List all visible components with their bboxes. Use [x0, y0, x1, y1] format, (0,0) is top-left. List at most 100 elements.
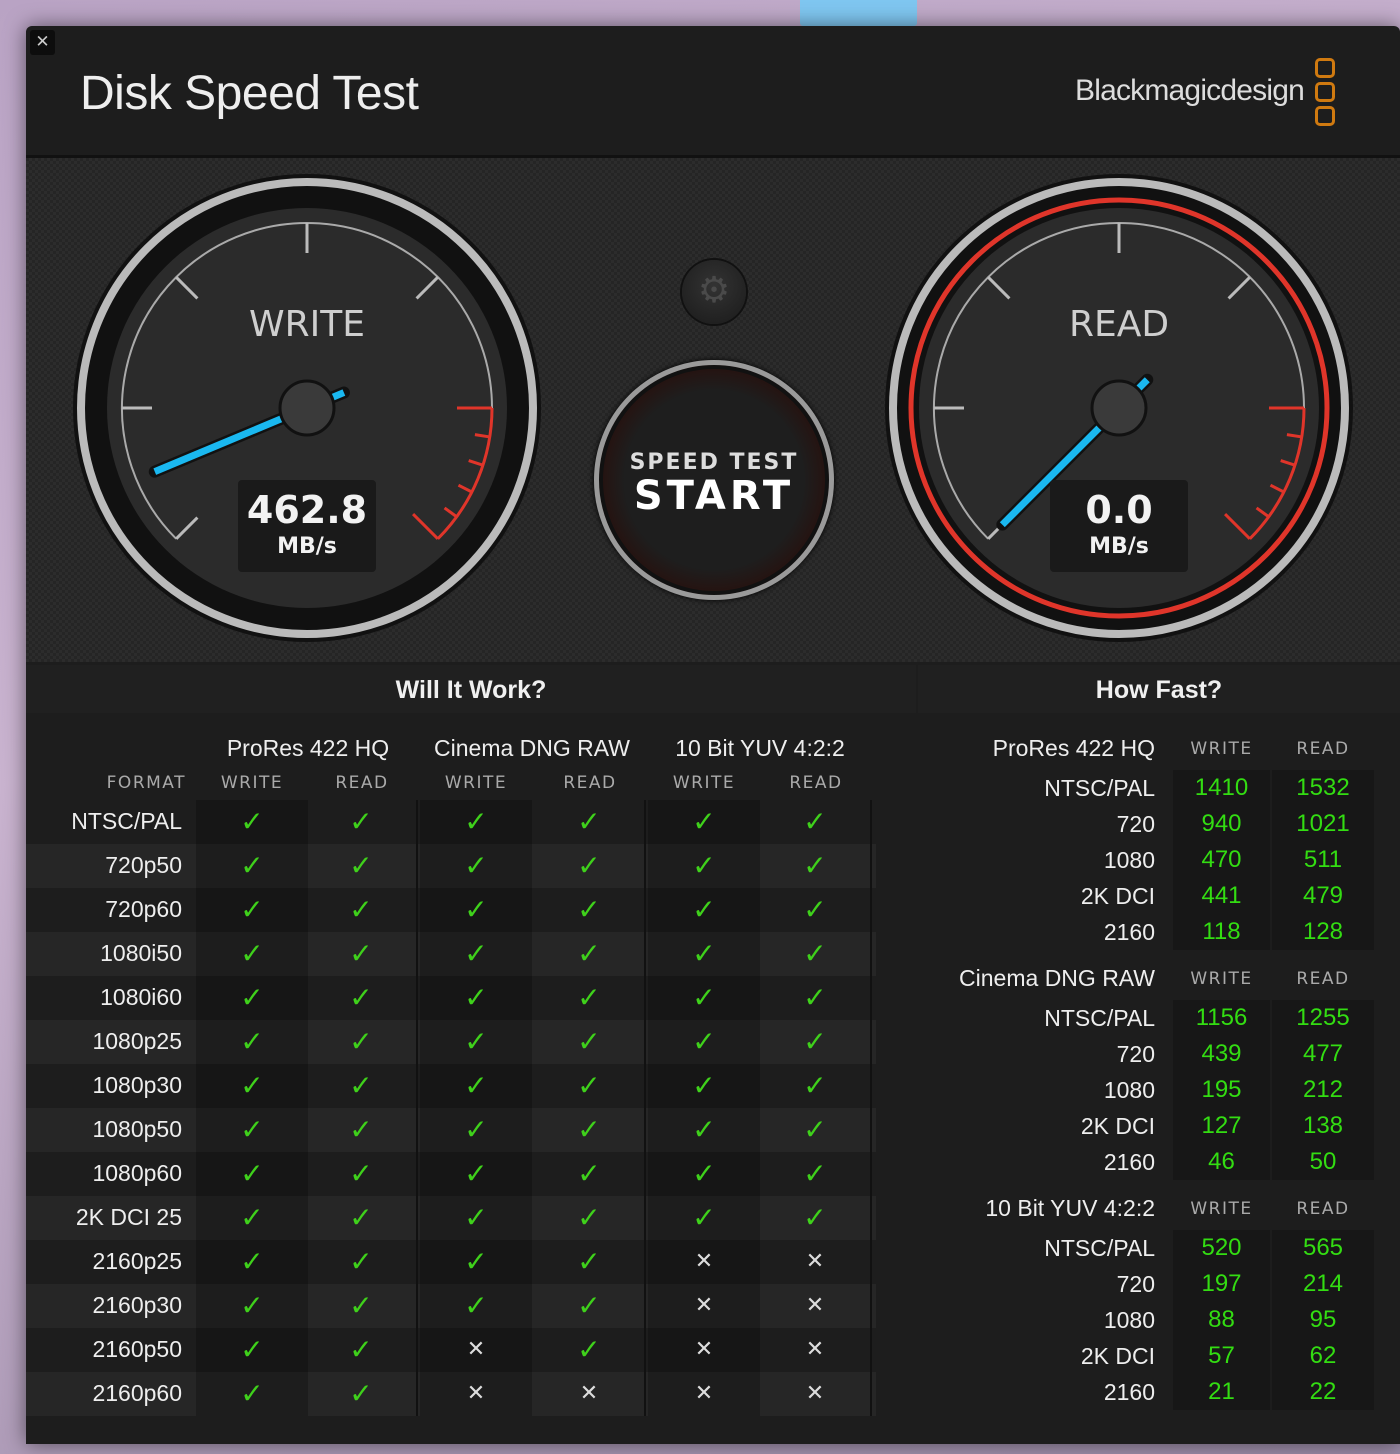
gauge-major-tick — [412, 513, 439, 540]
table-row: 2160 118 128 — [918, 914, 1400, 950]
read-speed: 565 — [1272, 1230, 1374, 1266]
check-icon: ✓ — [306, 932, 418, 976]
write-speed: 195 — [1173, 1072, 1270, 1108]
table-row: 2K DCI 441 479 — [918, 878, 1400, 914]
codec-header: 10 Bit YUV 4:2:2 — [675, 735, 845, 761]
how-fast-panel: How Fast? ProRes 422 HQ WRITE READ NTSC/PAL… — [918, 665, 1400, 1444]
read-header: READ — [1296, 1199, 1350, 1219]
check-icon: ✓ — [534, 976, 646, 1020]
column-header: READ — [335, 773, 389, 793]
read-speed: 477 — [1272, 1036, 1374, 1072]
check-icon: ✓ — [420, 1064, 532, 1108]
disk-speed-test-window: ✕ Disk Speed Test Blackmagicdesign WRITE… — [26, 26, 1400, 1444]
settings-button[interactable]: ⚙ — [682, 260, 746, 324]
gauge-minor-tick — [457, 483, 473, 494]
format-label: 2160p60 — [92, 1380, 182, 1406]
cross-icon: ✕ — [760, 1240, 872, 1284]
column-header: WRITE — [220, 773, 284, 793]
table-row: 2K DCI 57 62 — [918, 1338, 1400, 1374]
check-icon: ✓ — [534, 1284, 646, 1328]
check-icon: ✓ — [760, 1196, 872, 1240]
format-label: 720p50 — [105, 852, 182, 878]
check-icon: ✓ — [306, 1372, 418, 1416]
write-gauge — [73, 174, 541, 642]
check-icon: ✓ — [420, 800, 532, 844]
table-row: 1080 195 212 — [918, 1072, 1400, 1108]
check-icon: ✓ — [306, 844, 418, 888]
table-row: NTSC/PAL 520 565 — [918, 1230, 1400, 1266]
format-label: 2160p25 — [92, 1248, 182, 1274]
read-speed: 62 — [1272, 1338, 1374, 1374]
check-icon: ✓ — [534, 1108, 646, 1152]
check-icon: ✓ — [648, 1196, 760, 1240]
table-row: NTSC/PAL ✓ ✓ ✓ ✓ ✓ ✓ — [26, 800, 876, 844]
check-icon: ✓ — [648, 1108, 760, 1152]
gauge-minor-tick — [474, 433, 490, 439]
check-icon: ✓ — [648, 888, 760, 932]
desktop-folder — [800, 0, 917, 26]
check-icon: ✓ — [420, 976, 532, 1020]
check-icon: ✓ — [534, 800, 646, 844]
table-row: 1080 88 95 — [918, 1302, 1400, 1338]
read-speed: 138 — [1272, 1108, 1374, 1144]
table-row: 720p50 ✓ ✓ ✓ ✓ ✓ ✓ — [26, 844, 876, 888]
brand-name: Blackmagicdesign — [1075, 74, 1305, 107]
format-label: NTSC/PAL — [1044, 775, 1155, 801]
gauge-scale-arc — [121, 222, 493, 540]
start-button[interactable]: SPEED TEST START — [594, 360, 834, 600]
check-icon: ✓ — [420, 1284, 532, 1328]
cross-icon: ✕ — [760, 1328, 872, 1372]
close-button[interactable]: ✕ — [30, 30, 55, 55]
format-label: 1080p50 — [92, 1116, 182, 1142]
write-speed: 441 — [1173, 878, 1270, 914]
table-row: 1080p50 ✓ ✓ ✓ ✓ ✓ ✓ — [26, 1108, 876, 1152]
check-icon: ✓ — [196, 1240, 308, 1284]
read-speed: 479 — [1272, 878, 1374, 914]
check-icon: ✓ — [534, 1328, 646, 1372]
check-icon: ✓ — [306, 1328, 418, 1372]
codec-header: Cinema DNG RAW — [959, 965, 1155, 991]
gauge-hub — [1090, 379, 1148, 437]
check-icon: ✓ — [306, 1196, 418, 1240]
read-speed: 1021 — [1272, 806, 1374, 842]
format-label: 1080p25 — [92, 1028, 182, 1054]
format-label: 2K DCI — [1080, 1113, 1155, 1139]
table-row: 2160 46 50 — [918, 1144, 1400, 1180]
check-icon: ✓ — [196, 1328, 308, 1372]
write-speed: 1156 — [1173, 1000, 1270, 1036]
check-icon: ✓ — [196, 888, 308, 932]
format-label: 2K DCI — [1080, 1343, 1155, 1369]
write-speed: 118 — [1173, 914, 1270, 950]
table-row: 2160p25 ✓ ✓ ✓ ✓ ✕ ✕ — [26, 1240, 876, 1284]
read-speed: 212 — [1272, 1072, 1374, 1108]
gauge-minor-tick — [468, 459, 484, 467]
table-row: 2K DCI 127 138 — [918, 1108, 1400, 1144]
check-icon: ✓ — [196, 800, 308, 844]
gauge-minor-tick — [1286, 433, 1302, 439]
write-speed: 197 — [1173, 1266, 1270, 1302]
write-gauge-label: WRITE — [249, 304, 365, 345]
check-icon: ✓ — [534, 844, 646, 888]
format-label: 2160p50 — [92, 1336, 182, 1362]
table-row: 1080i60 ✓ ✓ ✓ ✓ ✓ ✓ — [26, 976, 876, 1020]
cross-icon: ✕ — [648, 1284, 760, 1328]
gauge-chrome-ring — [77, 178, 537, 638]
check-icon: ✓ — [196, 932, 308, 976]
read-speed: 128 — [1272, 914, 1374, 950]
gauge-redline-arc — [1248, 407, 1306, 540]
write-speed-unit: MB/s — [277, 534, 337, 559]
gauge-minor-tick — [1280, 459, 1296, 467]
gauge-major-tick — [415, 276, 439, 300]
gauge-major-tick — [1227, 276, 1251, 300]
read-speed: 1532 — [1272, 770, 1374, 806]
check-icon: ✓ — [648, 976, 760, 1020]
table-row: 720p60 ✓ ✓ ✓ ✓ ✓ ✓ — [26, 888, 876, 932]
codec-header: ProRes 422 HQ — [226, 735, 390, 761]
check-icon: ✓ — [306, 976, 418, 1020]
check-icon: ✓ — [196, 976, 308, 1020]
read-speed: 1255 — [1272, 1000, 1374, 1036]
gauge-major-tick — [1224, 513, 1251, 540]
check-icon: ✓ — [196, 1020, 308, 1064]
check-icon: ✓ — [760, 932, 872, 976]
gauge-active-ring — [908, 197, 1330, 619]
